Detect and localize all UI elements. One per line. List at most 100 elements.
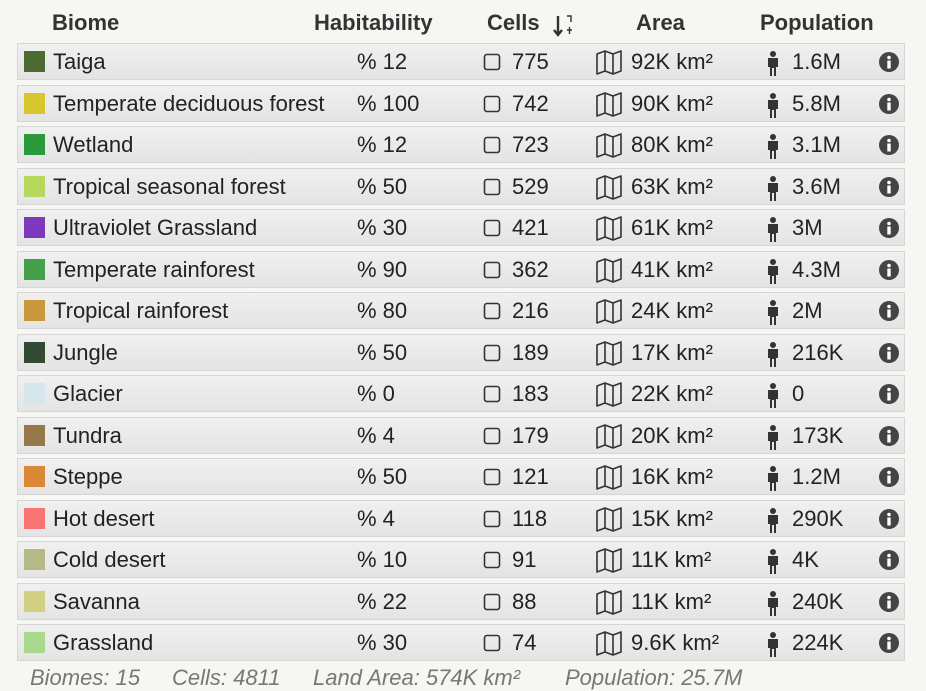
color-swatch bbox=[24, 424, 45, 446]
header-cells[interactable]: Cells bbox=[487, 10, 540, 35]
cells: 91 bbox=[512, 547, 537, 572]
habitability: % 10 bbox=[357, 547, 408, 572]
population-icon-glyph bbox=[768, 258, 778, 284]
info-button[interactable] bbox=[879, 135, 899, 155]
info-button[interactable] bbox=[879, 301, 899, 321]
info-button[interactable] bbox=[879, 467, 899, 487]
area-icon-glyph bbox=[596, 133, 622, 158]
cells-icon bbox=[483, 344, 501, 362]
info-button-glyph bbox=[879, 633, 899, 653]
biome-row[interactable]: Hot desert % 4 118 15K km² 290K bbox=[17, 499, 905, 537]
info-button[interactable] bbox=[879, 384, 899, 404]
info-button[interactable] bbox=[879, 176, 899, 197]
population: 240K bbox=[792, 588, 844, 614]
population-icon-glyph bbox=[768, 424, 778, 450]
population-icon-glyph bbox=[768, 300, 778, 325]
biome-row[interactable]: Grassland % 30 74 9.6K km² 224K bbox=[17, 624, 905, 661]
biome-name[interactable]: Savanna bbox=[53, 588, 140, 614]
area-icon bbox=[596, 133, 623, 159]
area: 90K km² bbox=[631, 90, 713, 116]
biome-row[interactable]: Tropical rainforest % 80 216 24K km² 2M bbox=[17, 292, 905, 329]
biome-name[interactable]: Cold desert bbox=[53, 547, 166, 572]
habitability: % 22 bbox=[357, 588, 408, 614]
biome-name[interactable]: Wetland bbox=[53, 132, 134, 157]
area-icon-glyph bbox=[596, 174, 622, 200]
habitability: % 80 bbox=[357, 298, 408, 323]
area: 11K km² bbox=[631, 547, 712, 572]
info-button-glyph bbox=[879, 591, 899, 612]
cells-icon bbox=[483, 385, 501, 403]
biome-name[interactable]: Steppe bbox=[53, 464, 123, 489]
info-button[interactable] bbox=[879, 550, 899, 570]
area-icon-glyph bbox=[596, 423, 622, 449]
biome-name[interactable]: Tropical seasonal forest bbox=[53, 173, 286, 199]
info-button[interactable] bbox=[879, 259, 899, 280]
population: 4K bbox=[792, 547, 819, 572]
cells-icon-glyph bbox=[483, 551, 501, 569]
biome-name[interactable]: Taiga bbox=[53, 49, 106, 74]
biome-row[interactable]: Tundra % 4 179 20K km² 173K bbox=[17, 416, 905, 454]
cells: 121 bbox=[512, 464, 549, 489]
population-icon-glyph bbox=[768, 341, 778, 367]
area-icon-glyph bbox=[596, 216, 622, 241]
habitability: % 50 bbox=[357, 464, 408, 489]
header-biome[interactable]: Biome bbox=[52, 10, 120, 35]
biome-name[interactable]: Grassland bbox=[53, 630, 154, 655]
biome-name[interactable]: Jungle bbox=[53, 339, 118, 365]
info-button[interactable] bbox=[879, 218, 899, 238]
biome-name[interactable]: Ultraviolet Grassland bbox=[53, 215, 258, 240]
biome-name[interactable]: Glacier bbox=[53, 381, 123, 406]
biome-row[interactable]: Savanna % 22 88 11K km² 240K bbox=[17, 582, 905, 620]
info-button[interactable] bbox=[879, 508, 899, 529]
biome-name[interactable]: Temperate rainforest bbox=[53, 256, 255, 282]
population-icon-glyph bbox=[768, 217, 778, 242]
biome-row[interactable]: Wetland % 12 723 80K km² 3.1M bbox=[17, 126, 905, 163]
info-button[interactable] bbox=[879, 591, 899, 612]
biome-row[interactable]: Jungle % 50 189 17K km² 216K bbox=[17, 333, 905, 371]
header-population[interactable]: Population bbox=[760, 10, 874, 35]
header-area[interactable]: Area bbox=[636, 10, 685, 35]
info-button-glyph bbox=[879, 93, 899, 114]
population-icon bbox=[766, 590, 780, 617]
info-button[interactable] bbox=[879, 342, 899, 363]
info-button-glyph bbox=[879, 508, 899, 529]
biome-name[interactable]: Tropical rainforest bbox=[53, 298, 229, 323]
header-habitability[interactable]: Habitability bbox=[314, 10, 433, 35]
info-button-glyph bbox=[879, 425, 899, 446]
area-icon-glyph bbox=[596, 340, 622, 366]
population: 173K bbox=[792, 422, 844, 448]
population-icon bbox=[766, 549, 780, 575]
biome-name[interactable]: Hot desert bbox=[53, 505, 155, 531]
population: 3.1M bbox=[792, 132, 841, 157]
color-swatch bbox=[24, 300, 45, 321]
biome-row[interactable]: Glacier % 0 183 22K km² 0 bbox=[17, 375, 905, 412]
population-icon bbox=[766, 175, 780, 202]
biome-row[interactable]: Tropical seasonal forest % 50 529 63K km² 3.… bbox=[17, 167, 905, 205]
color-swatch bbox=[24, 590, 45, 612]
info-button-glyph bbox=[879, 384, 899, 404]
biome-row[interactable]: Temperate rainforest % 90 362 41K km² 4.3M bbox=[17, 250, 905, 288]
info-button-glyph bbox=[879, 550, 899, 570]
biome-row[interactable]: Temperate deciduous forest % 100 742 90K km… bbox=[17, 84, 905, 122]
cells: 742 bbox=[512, 90, 549, 116]
biome-row[interactable]: Cold desert % 10 91 11K km² 4K bbox=[17, 541, 905, 578]
biome-row[interactable]: Ultraviolet Grassland % 30 421 61K km² 3M bbox=[17, 209, 905, 246]
info-button[interactable] bbox=[879, 425, 899, 446]
info-button[interactable] bbox=[879, 633, 899, 653]
biome-name[interactable]: Tundra bbox=[53, 422, 122, 448]
biome-row[interactable]: Steppe % 50 121 16K km² 1.2M bbox=[17, 458, 905, 495]
footer-biomes: Biomes: 15 bbox=[30, 665, 141, 690]
area-icon-glyph bbox=[596, 465, 622, 490]
population: 2M bbox=[792, 298, 823, 323]
info-button[interactable] bbox=[879, 93, 899, 114]
cells-icon bbox=[483, 302, 501, 320]
population-icon-glyph bbox=[768, 92, 778, 118]
population-icon-glyph bbox=[768, 383, 778, 408]
population-icon bbox=[766, 424, 780, 451]
biome-name[interactable]: Temperate deciduous forest bbox=[53, 90, 325, 116]
cells: 179 bbox=[512, 422, 549, 448]
info-button-glyph bbox=[879, 301, 899, 321]
biome-row[interactable]: Taiga % 12 775 92K km² 1.6M bbox=[17, 43, 905, 80]
info-button[interactable] bbox=[879, 52, 899, 72]
color-swatch bbox=[24, 258, 45, 280]
